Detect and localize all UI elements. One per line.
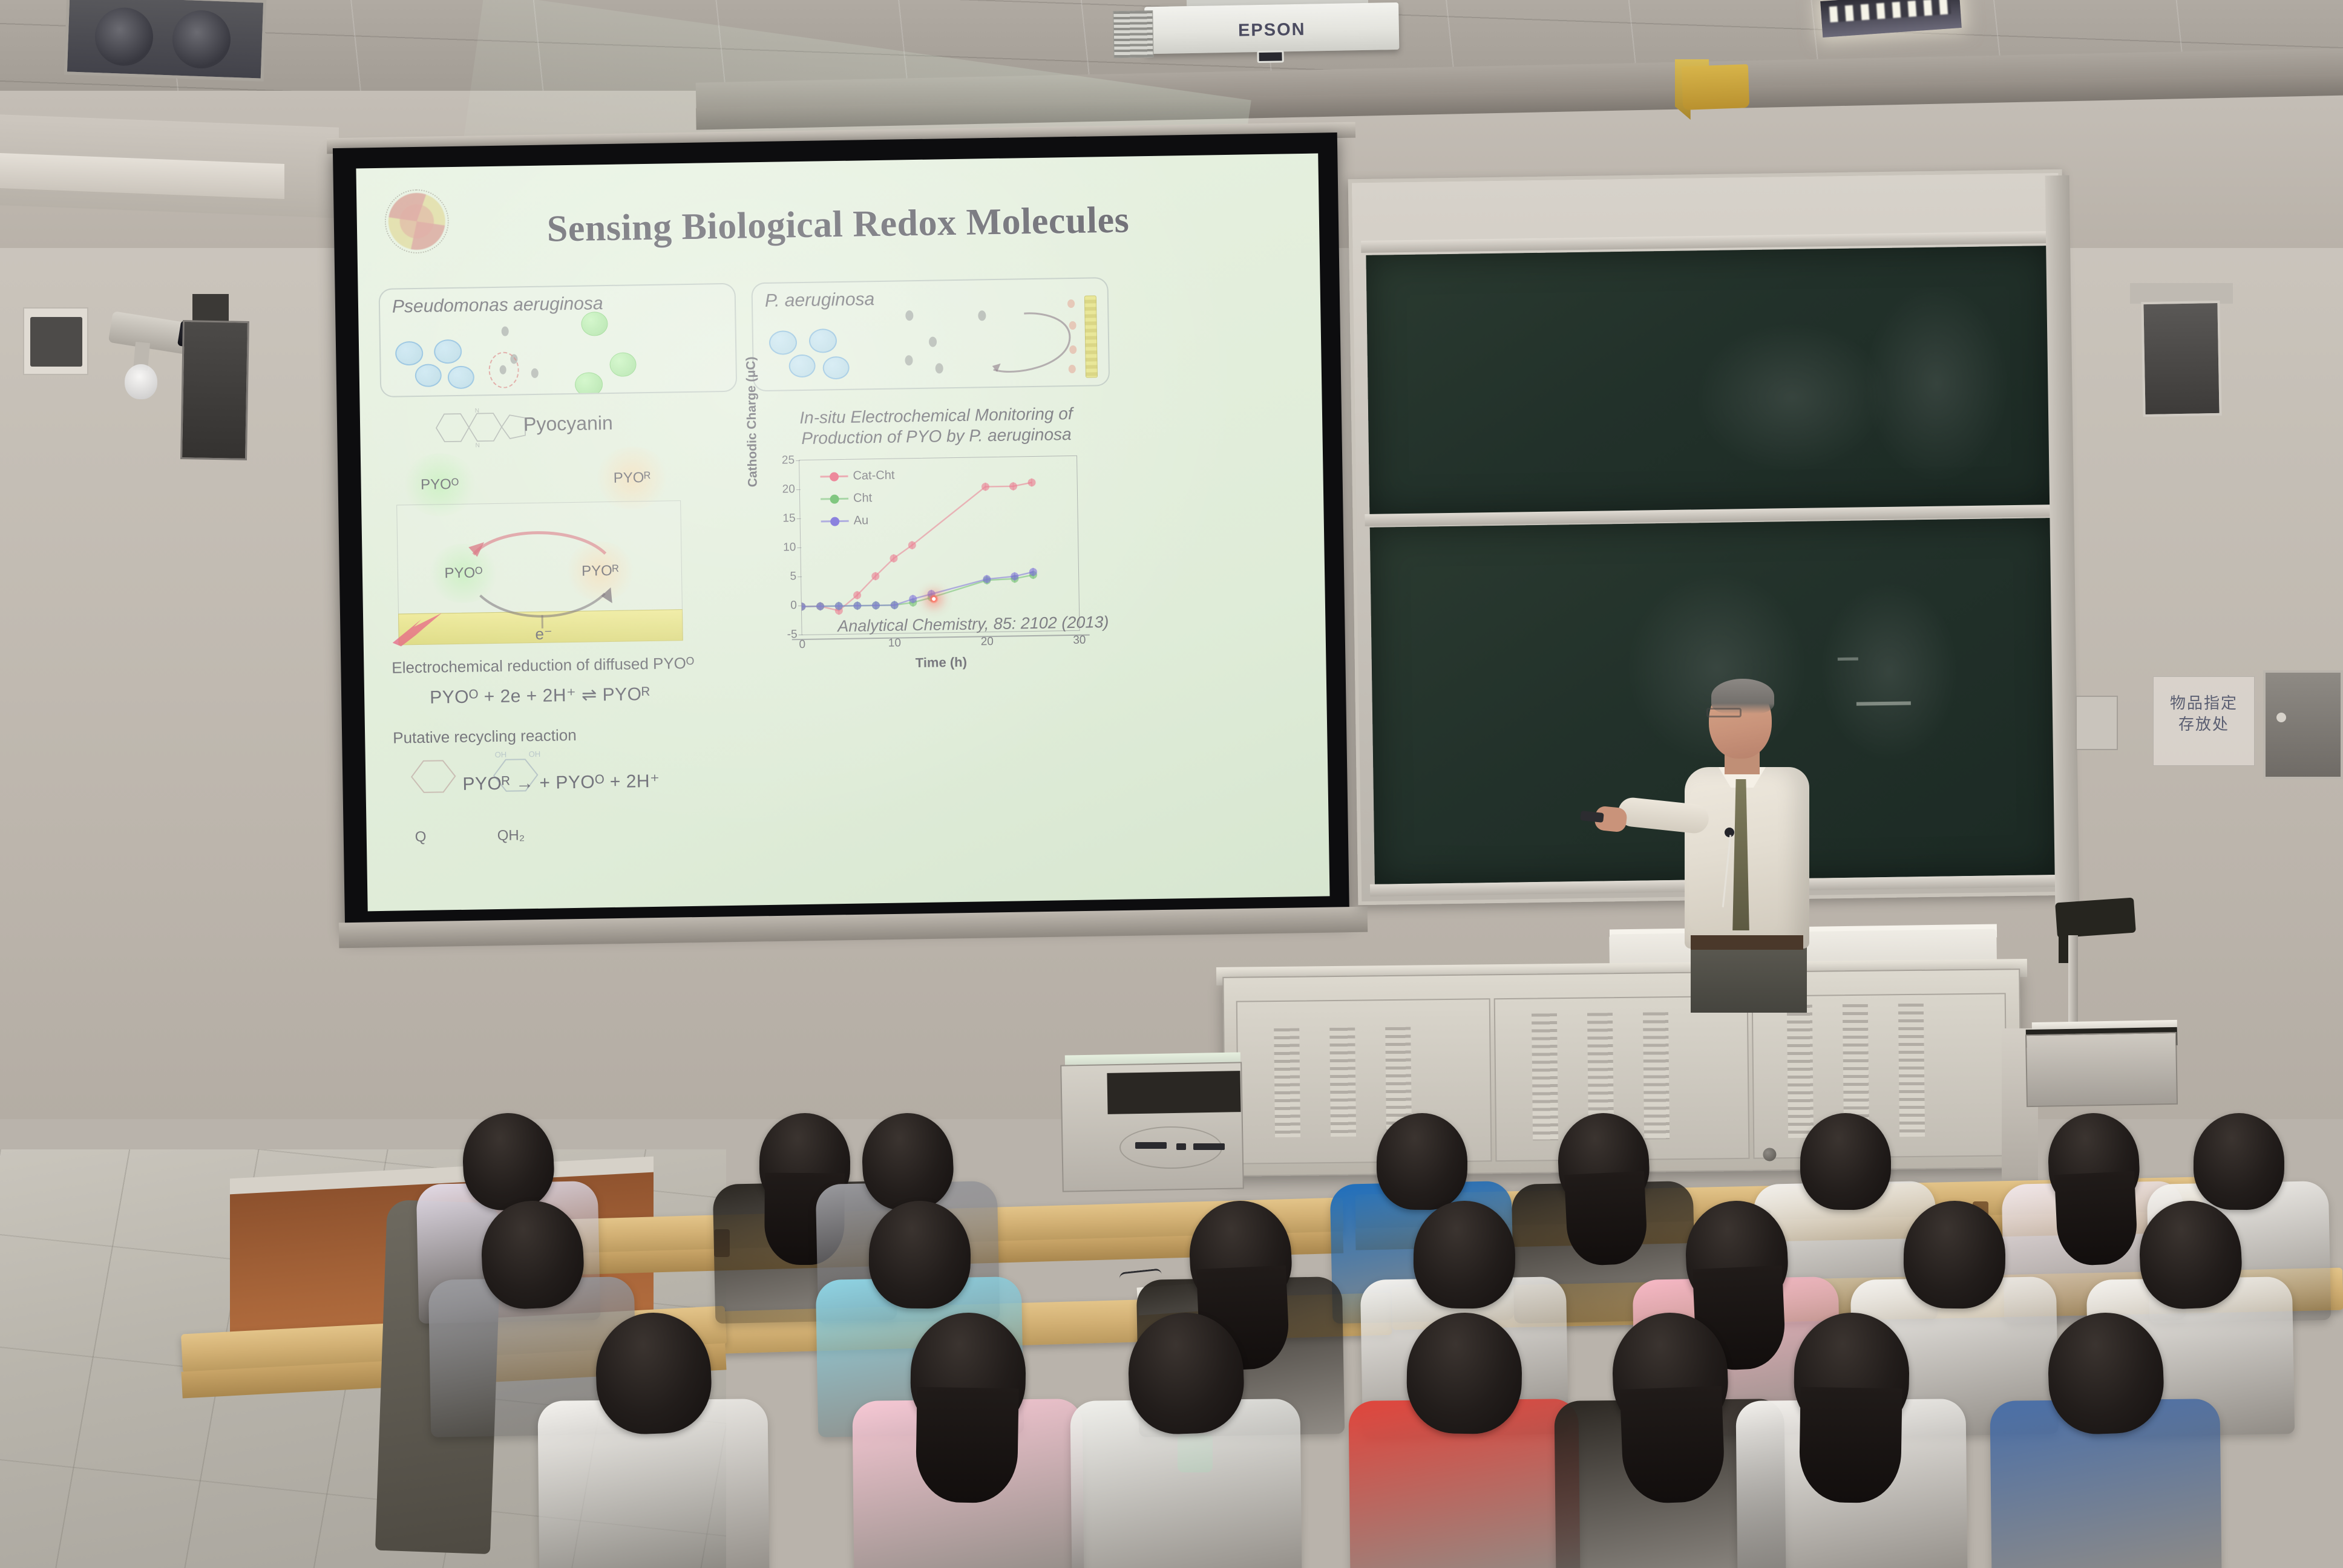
pyocyanin-label: Pyocyanin (523, 411, 614, 436)
projector-body: EPSON (1144, 2, 1400, 54)
overhead-projector-post (2068, 935, 2078, 1042)
ceiling-speaker-icon (64, 0, 267, 82)
svg-text:N: N (475, 442, 479, 449)
projector-brand-label: EPSON (1237, 19, 1306, 41)
x-tick-20: 20 (980, 635, 994, 648)
y-tick-25: 25 (781, 454, 795, 467)
caption-recycling-reaction: Putative recycling reaction (392, 725, 577, 747)
plot-frame: 25 20 15 10 5 0 -5 0 10 20 30 (782, 454, 1086, 652)
presentation-slide: Sensing Biological Redox Molecules Pseud… (356, 154, 1329, 912)
av-console-slot-3 (1193, 1143, 1225, 1150)
presenter (1580, 679, 1847, 1013)
svg-text:N: N (475, 408, 479, 414)
overhead-projector-base (2025, 1031, 2178, 1108)
student-head (1793, 1312, 1910, 1435)
av-console-screen (1107, 1071, 1241, 1114)
student-head (1406, 1312, 1523, 1435)
y-tick-0: 0 (790, 599, 798, 612)
y-tick-10: 10 (783, 541, 796, 554)
presenter-legs (1691, 946, 1807, 1013)
wall-speaker-right-icon (2141, 300, 2222, 417)
plot-area: Cathodic Charge (μC) 25 20 15 10 5 0 -5 (744, 357, 1121, 670)
x-axis-label: Time (h) (915, 655, 968, 671)
student-head (460, 1111, 556, 1212)
presenter-glasses-icon (1706, 708, 1742, 717)
projector-vent-icon (1113, 10, 1154, 59)
electron-label: e⁻ (535, 624, 552, 643)
slide-title: Sensing Biological Redox Molecules (546, 199, 1130, 250)
x-tick-10: 10 (888, 636, 902, 650)
student-head (2046, 1111, 2141, 1212)
wall-speaker-left-icon (180, 320, 249, 460)
redox-cycle-arrows-icon (468, 531, 612, 630)
student-head (860, 1111, 955, 1212)
sprinkler-head-icon (125, 364, 157, 399)
label-q: Q (415, 828, 427, 846)
student-head (2193, 1112, 2285, 1210)
side-door[interactable] (2263, 670, 2343, 779)
chart-title-line2: Production of PYO by P. aeruginosa (801, 425, 1072, 448)
x-tick-0: 0 (799, 638, 806, 652)
equation-recycling: PYOᴿ → + PYOᴼ + 2H⁺ (462, 771, 660, 794)
av-console-slot-1 (1135, 1142, 1167, 1149)
student-head (1376, 1112, 1468, 1210)
storage-sign-line1: 物品指定 (2169, 694, 2238, 712)
student-head (1800, 1112, 1892, 1210)
storage-sign: 物品指定 存放处 (2153, 676, 2255, 766)
ceiling-projector: EPSON (1108, 0, 1412, 75)
wall-vent-icon (1681, 64, 1750, 110)
student-head (1413, 1200, 1516, 1309)
lapel-microphone-icon (1725, 828, 1734, 837)
label-qh2: QH₂ (497, 827, 525, 844)
y-tick-15: 15 (782, 512, 796, 525)
chalkboard-panel-upper (1366, 246, 2053, 515)
presenter-belt (1691, 935, 1803, 950)
projection-screen[interactable]: Sensing Biological Redox Molecules Pseud… (332, 132, 1350, 935)
wall-plate (23, 307, 88, 375)
svg-text:OH: OH (495, 750, 507, 759)
presenter-tie (1732, 779, 1749, 930)
panel-p-aeruginosa: P. aeruginosa (751, 277, 1110, 392)
slide-body: N N Pyocyanin PYOᴼ PYOᴿ PYOᴼ PYOᴿ (381, 357, 1305, 846)
caption-electrochemical-reduction: Electrochemical reduction of diffused PY… (392, 653, 695, 677)
bacteria-panels: Pseudomonas aeruginosa (378, 274, 1302, 397)
student-head (1903, 1200, 2006, 1309)
y-tick-20: 20 (782, 483, 796, 496)
equation-reduction: PYOᴼ + 2e + 2H⁺ ⇌ PYOᴿ (429, 684, 650, 708)
av-console-slot-2 (1176, 1143, 1186, 1150)
panel-pseudomonas: Pseudomonas aeruginosa (378, 283, 738, 397)
chart-title-line1: In-situ Electrochemical Monitoring of (799, 403, 1073, 428)
panel-left-label: Pseudomonas aeruginosa (392, 293, 603, 317)
right-speaker-bracket (2130, 283, 2233, 304)
projector-lens-icon (1257, 50, 1284, 64)
chart-series-layer (799, 478, 1037, 615)
wall-access-panel (2076, 696, 2118, 750)
x-tick-30: 30 (1073, 633, 1086, 647)
chart-region: In-situ Electrochemical Monitoring of Pr… (744, 357, 1121, 671)
y-axis-label: Cathodic Charge (μC) (744, 356, 760, 488)
panel-right-label: P. aeruginosa (764, 289, 875, 311)
cabinet-knob-icon[interactable] (1763, 1148, 1777, 1161)
storage-sign-line2: 存放处 (2178, 715, 2229, 734)
slide-surface: Sensing Biological Redox Molecules Pseud… (356, 153, 1330, 912)
pyocyanin-structure-icon: N N (435, 408, 526, 449)
lightning-bolt-icon (392, 613, 442, 647)
svg-text:OH: OH (529, 750, 541, 759)
door-knob-icon[interactable] (2276, 713, 2286, 722)
chart-title: In-situ Electrochemical Monitoring of Pr… (755, 403, 1118, 450)
quinone-structure-icon: OH OH (410, 750, 541, 793)
mechanism-diagram: N N Pyocyanin PYOᴼ PYOᴿ PYOᴼ PYOᴿ (381, 408, 753, 845)
redox-arrow-icon (992, 312, 1071, 373)
y-tick-5: 5 (790, 570, 797, 583)
student-head (909, 1312, 1027, 1435)
student-head (868, 1200, 971, 1309)
